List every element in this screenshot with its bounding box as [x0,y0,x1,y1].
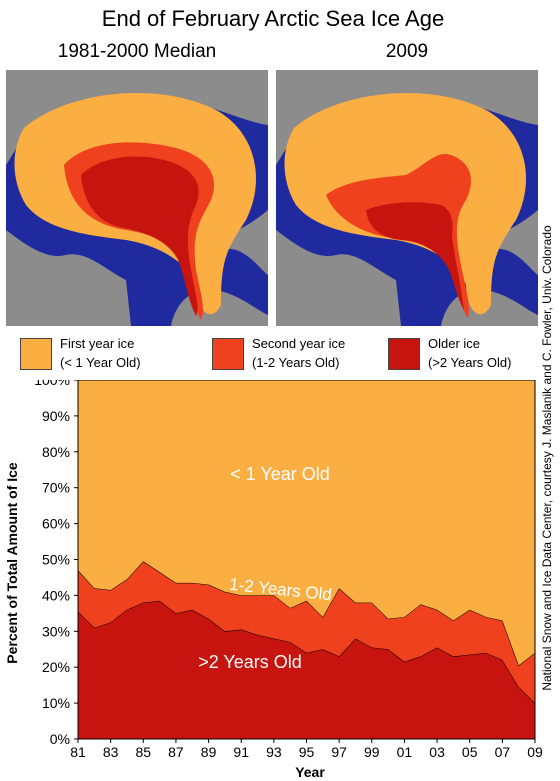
x-tick-label: 95 [299,744,315,760]
legend-swatch-second-year [212,338,244,370]
x-tick-label: 97 [331,744,347,760]
y-axis: 0% 10% 20% 30% 40% 50% 60% 70% 80% 90% 100% [34,380,78,747]
figure-title: End of February Arctic Sea Ice Age [101,6,445,31]
map-median-svg [6,70,268,326]
legend-label: Second year ice [252,336,346,351]
y-tick-label: 80% [42,444,70,460]
land-area [276,70,538,165]
ice-age-map-median [6,70,268,326]
legend-label: First year ice [60,336,135,351]
y-tick-label: 70% [42,480,70,496]
x-tick-label: 01 [397,744,413,760]
x-tick-label: 83 [103,744,119,760]
y-tick-label: 40% [42,587,70,603]
y-tick-label: 30% [42,623,70,639]
x-axis-label: Year [295,764,325,780]
legend-sublabel: (1-2 Years Old) [252,355,340,370]
legend-swatch-first-year [20,338,52,370]
land-area [116,310,128,326]
y-tick-label: 10% [42,695,70,711]
map-2009-svg [276,70,538,326]
area-series-1 [78,561,535,704]
x-tick-label: 99 [364,744,380,760]
plot-area [77,380,536,740]
series-boundary-line [77,600,536,704]
older-ice [366,202,464,310]
x-tick-label: 93 [266,744,282,760]
x-tick-label: 03 [429,744,445,760]
x-tick-label: 85 [135,744,151,760]
y-tick-label: 20% [42,659,70,675]
map-label-2009: 2009 [385,41,429,62]
x-tick-label: 81 [70,744,86,760]
area-label-first-year: < 1 Year Old [230,464,330,484]
y-tick-label: 0% [50,731,70,747]
area-series-0 [78,600,535,739]
x-tick-label: 89 [201,744,217,760]
land-area [276,230,401,326]
x-tick-label: 91 [233,744,249,760]
legend-sublabel: (>2 Years Old) [428,355,512,370]
land-area [6,70,268,165]
stacked-area-chart: 0% 10% 20% 30% 40% 50% 60% 70% 80% 90% 100% 81 83 85… [4,380,543,780]
y-axis-label: Percent of Total Amount of Ice [4,462,20,664]
y-tick-label: 50% [42,552,70,568]
legend-sublabel: (< 1 Year Old) [60,355,141,370]
y-tick-label: 90% [42,408,70,424]
legend-swatch-older [388,338,420,370]
y-tick-label: 100% [34,380,70,388]
area-series-2 [78,380,535,666]
x-tick-label: 87 [168,744,184,760]
x-tick-label: 05 [462,744,478,760]
x-tick-label: 09 [527,744,543,760]
legend-label: Older ice [428,336,481,351]
area-label-older: >2 Years Old [198,652,302,672]
x-tick-label: 07 [495,744,511,760]
land-area [6,230,131,326]
older-ice [81,156,199,316]
ice-age-map-2009 [276,70,538,326]
map-label-median: 1981-2000 Median [57,41,217,62]
x-axis: 81 83 85 87 89 91 93 95 97 99 01 03 05 07 09 [70,739,543,760]
y-tick-label: 60% [42,516,70,532]
